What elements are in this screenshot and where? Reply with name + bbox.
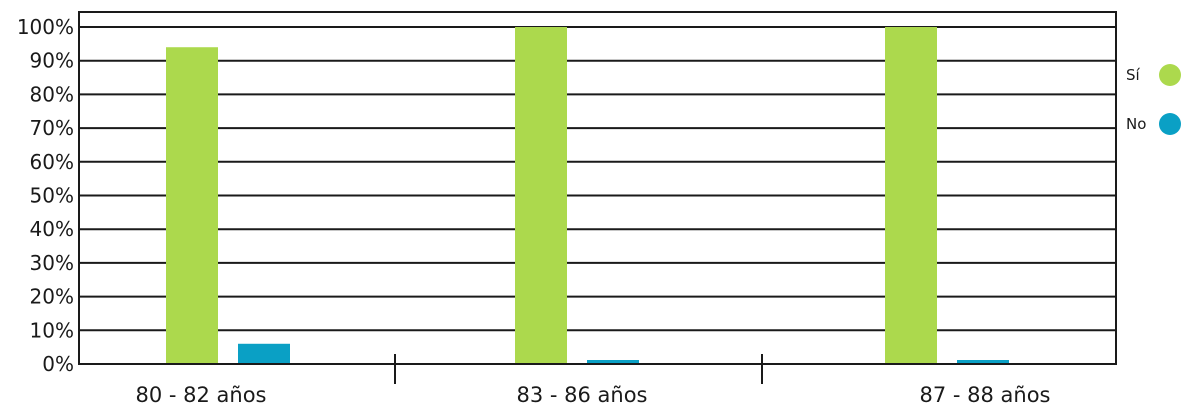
bars: [166, 27, 1009, 364]
x-tick-label: 87 - 88 años: [919, 383, 1050, 407]
bar-si: [885, 27, 937, 364]
bar-no: [957, 360, 1009, 364]
bar-no: [238, 343, 290, 364]
legend: Sí No: [1126, 64, 1181, 135]
category-separators: [394, 354, 763, 384]
x-tick-label: 80 - 82 años: [135, 383, 266, 407]
bar-no: [587, 360, 639, 364]
y-axis-ticks: 0% 10% 20% 30% 40% 50% 60% 70% 80% 90% 100%: [17, 15, 74, 376]
legend-swatch: [1159, 113, 1181, 135]
bar-si: [166, 47, 218, 364]
x-axis-labels: 80 - 82 años 83 - 86 años 87 - 88 años: [135, 383, 1050, 407]
y-tick-label: 90%: [30, 49, 74, 73]
x-tick-label: 83 - 86 años: [516, 383, 647, 407]
y-tick-label: 100%: [17, 15, 74, 39]
y-tick-label: 40%: [30, 217, 74, 241]
grid-lines: [79, 26, 1116, 332]
y-tick-label: 20%: [30, 285, 74, 309]
y-tick-label: 30%: [30, 251, 74, 275]
y-tick-label: 60%: [30, 150, 74, 174]
legend-swatch: [1159, 64, 1181, 86]
y-tick-label: 10%: [30, 318, 74, 342]
y-tick-label: 0%: [42, 352, 74, 376]
y-tick-label: 50%: [30, 184, 74, 208]
y-tick-label: 80%: [30, 82, 74, 106]
plot-frame: [78, 11, 1117, 365]
legend-label: Sí: [1126, 66, 1141, 84]
y-tick-label: 70%: [30, 116, 74, 140]
bar-si: [515, 27, 567, 364]
legend-label: No: [1126, 115, 1146, 133]
